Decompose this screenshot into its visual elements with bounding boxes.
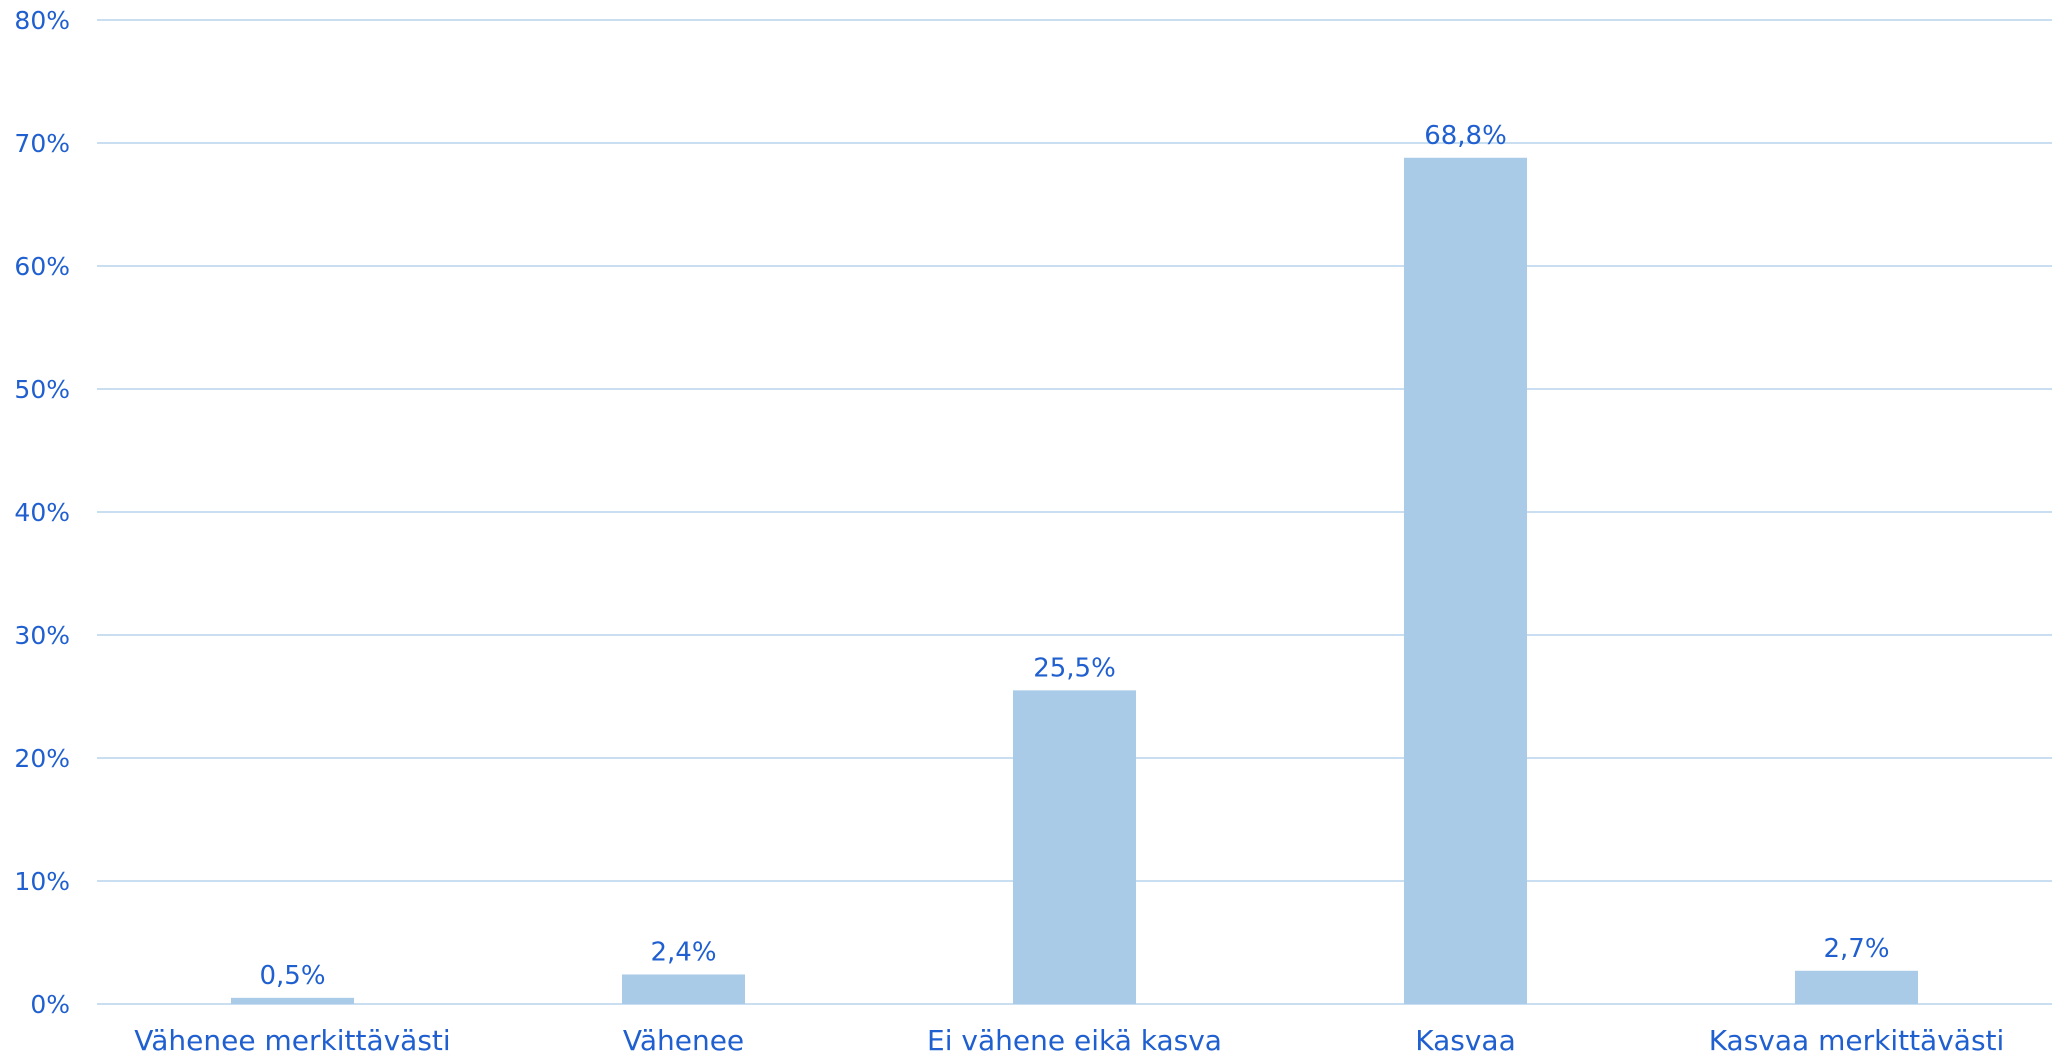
x-axis-category-labels: Vähenee merkittävästi Vähenee Ei vähene ei… [134,1024,2004,1056]
y-axis-tick-labels: 0% 10% 20% 30% 40% 50% 60% 70% 80% [14,6,70,1019]
y-tick-label: 60% [14,252,70,281]
x-category-label-5: Kasvaa merkittävästi [1709,1024,2005,1056]
data-label-1: 0,5% [259,961,325,991]
y-tick-label: 20% [14,744,70,773]
bar-2 [622,974,745,1004]
x-category-label-4: Kasvaa [1415,1024,1516,1056]
data-label-4: 68,8% [1424,121,1507,151]
y-tick-label: 10% [14,867,70,896]
y-tick-label: 40% [14,498,70,527]
y-tick-label: 30% [14,621,70,650]
x-category-label-3: Ei vähene eikä kasva [927,1024,1222,1056]
x-category-label-2: Vähenee [623,1024,744,1056]
y-tick-label: 80% [14,6,70,35]
bar-5 [1795,970,1918,1004]
data-label-2: 2,4% [650,937,716,967]
data-labels: 0,5% 2,4% 25,5% 68,8% 2,7% [259,121,1889,991]
y-tick-label: 0% [30,990,70,1019]
bar-1 [231,997,354,1004]
bar-3 [1013,690,1136,1004]
y-tick-label: 50% [14,375,70,404]
grid-lines [97,19,2052,1005]
x-category-label-1: Vähenee merkittävästi [134,1024,450,1056]
bars [231,157,1918,1004]
data-label-3: 25,5% [1033,653,1116,683]
bar-4 [1404,157,1527,1004]
y-tick-label: 70% [14,129,70,158]
data-label-5: 2,7% [1823,934,1889,964]
